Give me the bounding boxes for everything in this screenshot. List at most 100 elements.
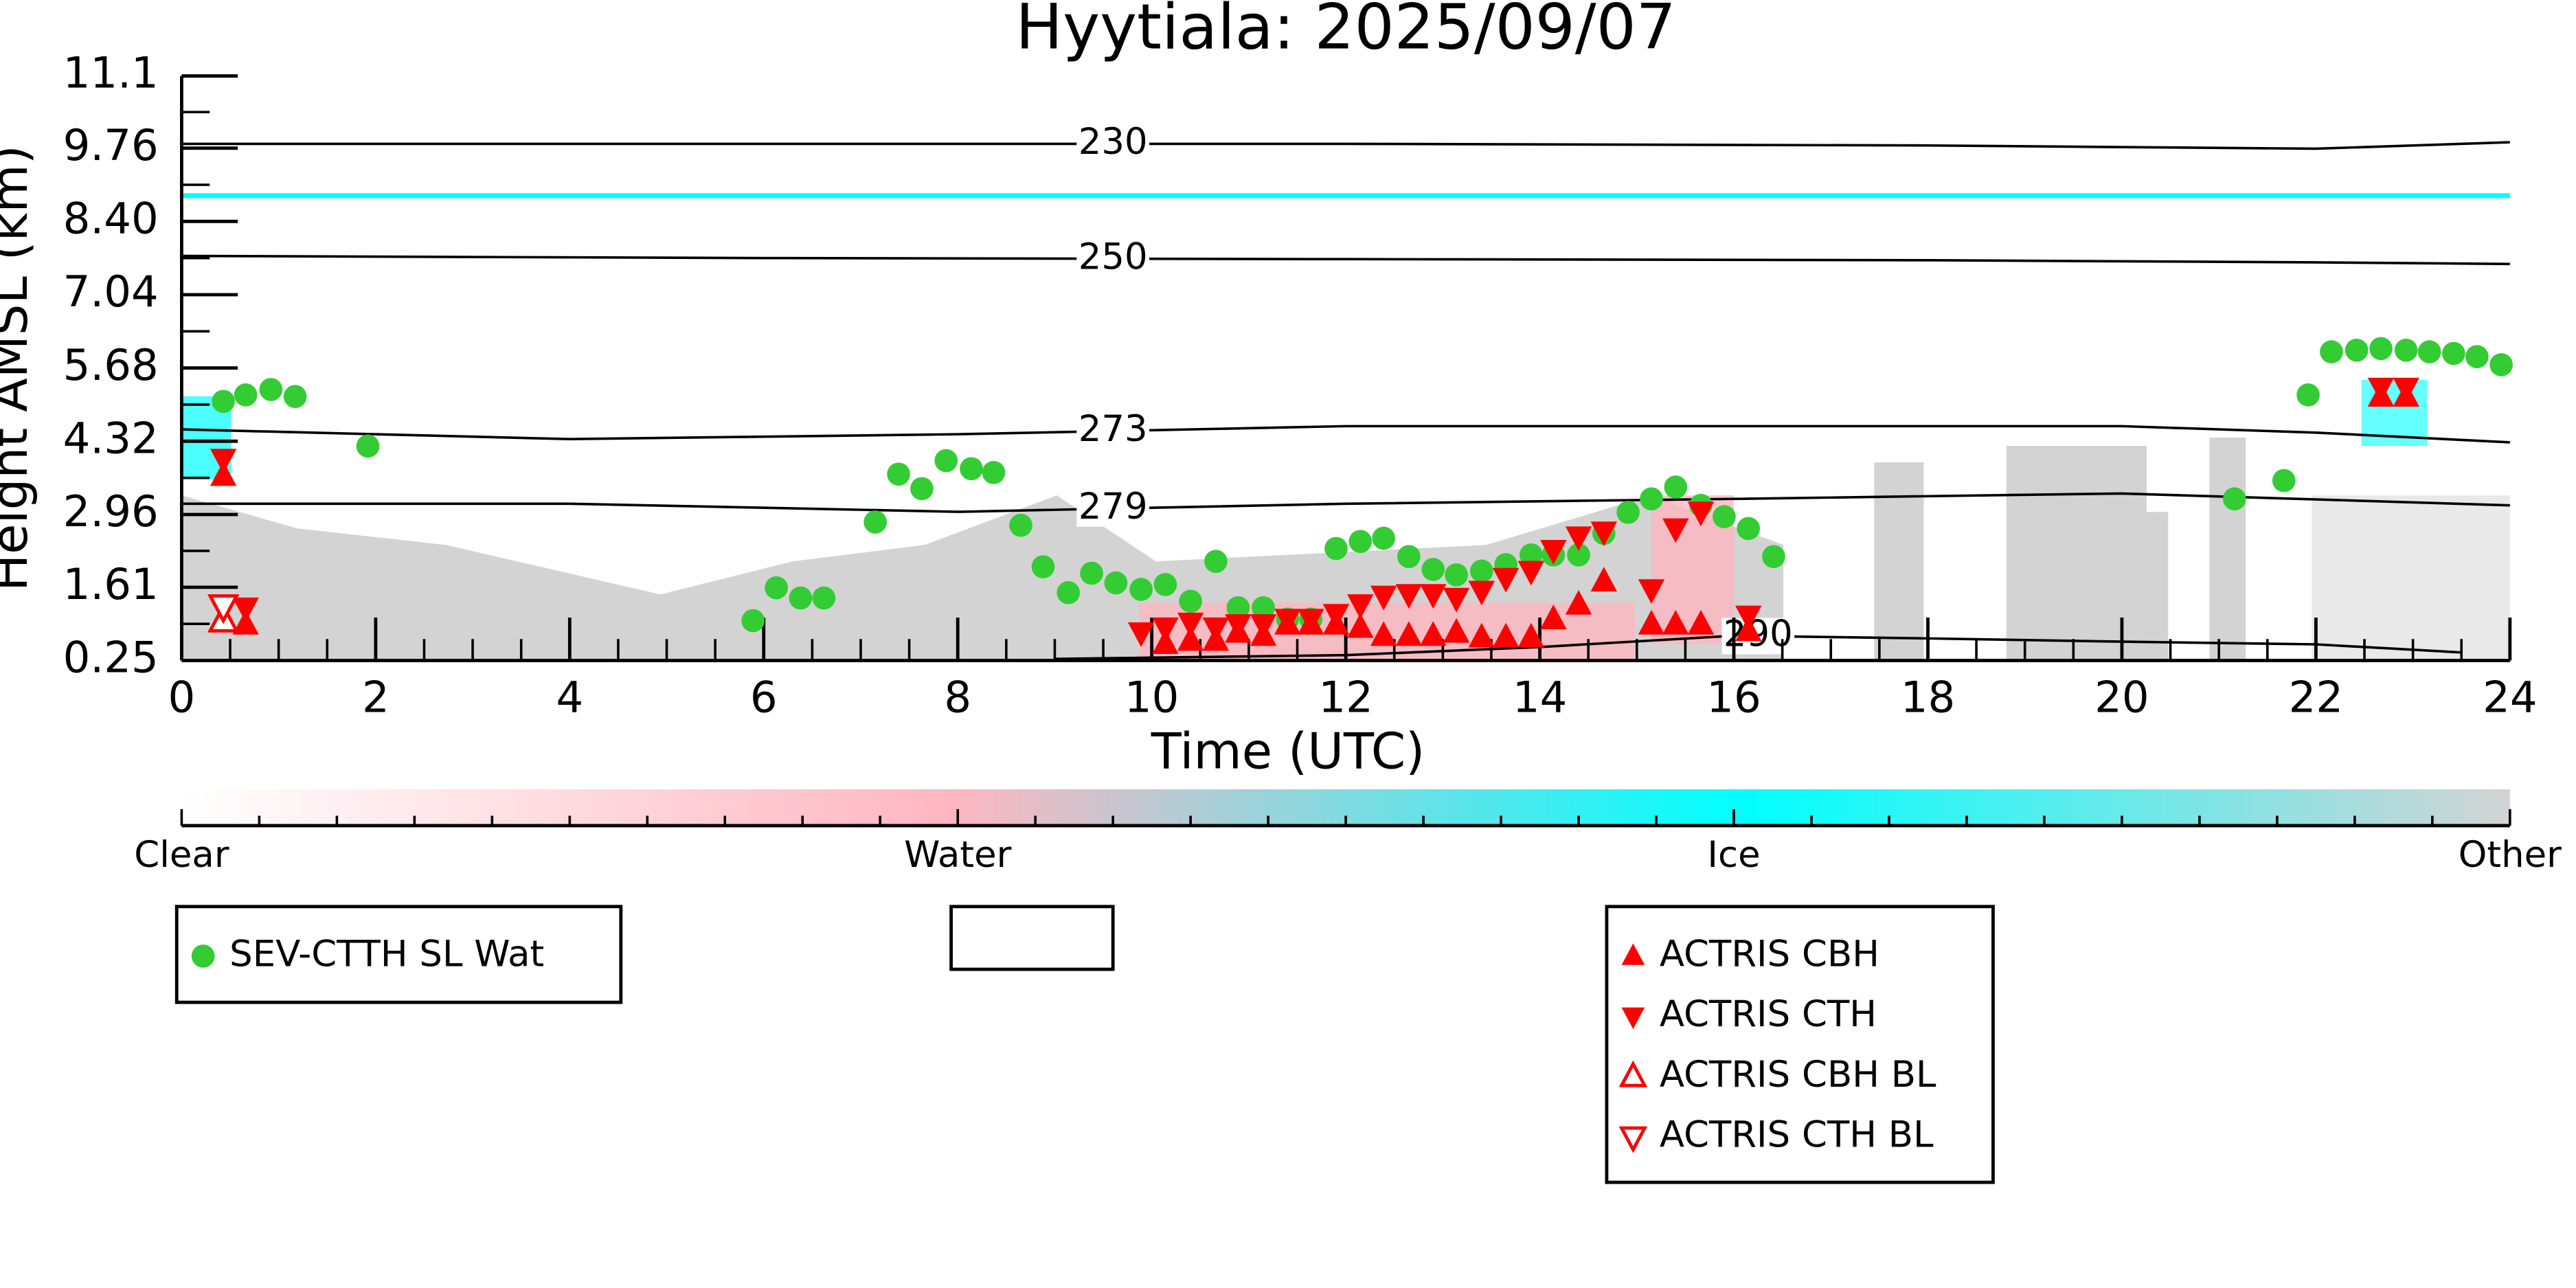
isotherm — [181, 254, 2510, 266]
colorbar-label: Ice — [1707, 834, 1760, 876]
marker — [1372, 526, 1396, 550]
legend-label: ACTRIS CTH BL — [1660, 1114, 1934, 1156]
legend-label: ACTRIS CBH — [1660, 933, 1879, 975]
y-tick-label: 2.96 — [63, 486, 159, 536]
marker — [1347, 594, 1374, 620]
isotherm-label: 230 — [1078, 121, 1148, 163]
marker — [1540, 539, 1567, 565]
x-tick-label: 12 — [1318, 672, 1373, 722]
marker — [1621, 943, 1645, 965]
marker — [1567, 543, 1590, 567]
marker — [1298, 609, 1324, 634]
marker — [1348, 530, 1372, 554]
isotherm-label-bg — [1076, 240, 1150, 278]
marker — [1662, 609, 1689, 635]
marker — [1519, 543, 1543, 567]
y-tick-label: 9.76 — [63, 120, 159, 170]
marker — [934, 449, 958, 473]
marker — [2272, 468, 2296, 493]
y-tick-label: 5.68 — [63, 340, 159, 390]
marker — [1468, 622, 1495, 648]
isotherm — [181, 141, 2510, 150]
y-axis-label: Height AMSL (km) — [0, 145, 39, 591]
marker — [1590, 567, 1618, 592]
marker — [1397, 545, 1421, 568]
marker — [1177, 612, 1204, 637]
x-tick-label: 14 — [1513, 672, 1568, 722]
marker — [2489, 353, 2513, 376]
marker — [960, 457, 983, 481]
marker — [741, 609, 765, 633]
marker — [1370, 585, 1397, 611]
marker — [1443, 618, 1470, 643]
marker — [1638, 579, 1665, 605]
y-tick-label: 0.25 — [63, 633, 159, 683]
marker — [1540, 604, 1567, 629]
marker — [1225, 614, 1252, 640]
marker — [1177, 626, 1204, 651]
marker — [2222, 487, 2246, 511]
marker — [1445, 563, 1468, 587]
marker — [1565, 589, 1592, 615]
x-tick-label: 18 — [1901, 672, 1956, 722]
marker — [910, 477, 934, 501]
marker — [2367, 377, 2395, 403]
marker — [1640, 487, 1663, 511]
marker — [1420, 621, 1447, 646]
marker — [210, 449, 237, 474]
x-tick-label: 0 — [168, 672, 196, 722]
x-tick-label: 24 — [2483, 672, 2538, 722]
y-tick-label: 7.04 — [63, 267, 159, 317]
x-axis-label: Time (UTC) — [1151, 723, 1425, 781]
marker — [1009, 513, 1032, 537]
marker — [1762, 545, 1785, 568]
marker — [2417, 340, 2441, 363]
marker — [1687, 609, 1715, 635]
marker — [1080, 561, 1103, 585]
marker — [1713, 505, 1736, 528]
marker — [1735, 605, 1762, 631]
legend-label: SEV-CTTH SL Wat — [229, 933, 544, 975]
marker — [887, 462, 910, 486]
marker — [1031, 555, 1055, 578]
x-tick-label: 6 — [750, 672, 778, 722]
x-tick-label: 10 — [1125, 672, 1179, 722]
marker — [1322, 604, 1350, 629]
marker — [863, 510, 888, 534]
marker — [1662, 518, 1689, 543]
marker — [1250, 614, 1277, 640]
isotherm — [181, 425, 2510, 444]
marker — [2393, 377, 2419, 403]
marker — [982, 460, 1006, 484]
marker — [207, 594, 240, 624]
legend-label: ACTRIS CBH BL — [1660, 1054, 1936, 1096]
isotherm — [181, 492, 2510, 513]
y-tick-label: 4.32 — [63, 413, 159, 463]
marker — [1420, 584, 1447, 609]
isotherm-label: 273 — [1078, 408, 1148, 450]
marker — [283, 385, 307, 409]
isotherm-label: 279 — [1078, 486, 1148, 528]
marker — [1274, 609, 1301, 634]
marker — [1153, 573, 1177, 596]
marker — [812, 586, 836, 610]
legend-label: ACTRIS CTH — [1660, 993, 1877, 1035]
marker — [1395, 584, 1423, 609]
marker — [1129, 578, 1153, 601]
marker — [1618, 1126, 1648, 1153]
marker — [1179, 589, 1202, 613]
marker — [212, 389, 235, 414]
marker — [1492, 567, 1519, 593]
legend-box — [1605, 905, 1995, 1184]
marker — [1565, 526, 1592, 552]
marker — [356, 434, 380, 458]
marker — [1252, 596, 1275, 620]
isotherm-label: 250 — [1078, 236, 1148, 278]
marker — [1687, 501, 1715, 527]
marker — [1395, 621, 1423, 646]
marker — [2320, 340, 2343, 363]
marker — [2465, 345, 2489, 369]
colorbar-label: Other — [2459, 834, 2562, 876]
marker — [2296, 383, 2320, 407]
